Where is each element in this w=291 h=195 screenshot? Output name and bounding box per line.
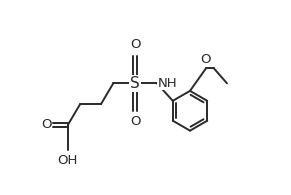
Text: O: O (41, 119, 52, 131)
Text: NH: NH (158, 77, 178, 90)
Text: S: S (130, 76, 140, 91)
Text: O: O (130, 115, 140, 129)
Text: O: O (130, 38, 140, 51)
Text: O: O (200, 53, 210, 66)
Text: OH: OH (58, 154, 78, 167)
